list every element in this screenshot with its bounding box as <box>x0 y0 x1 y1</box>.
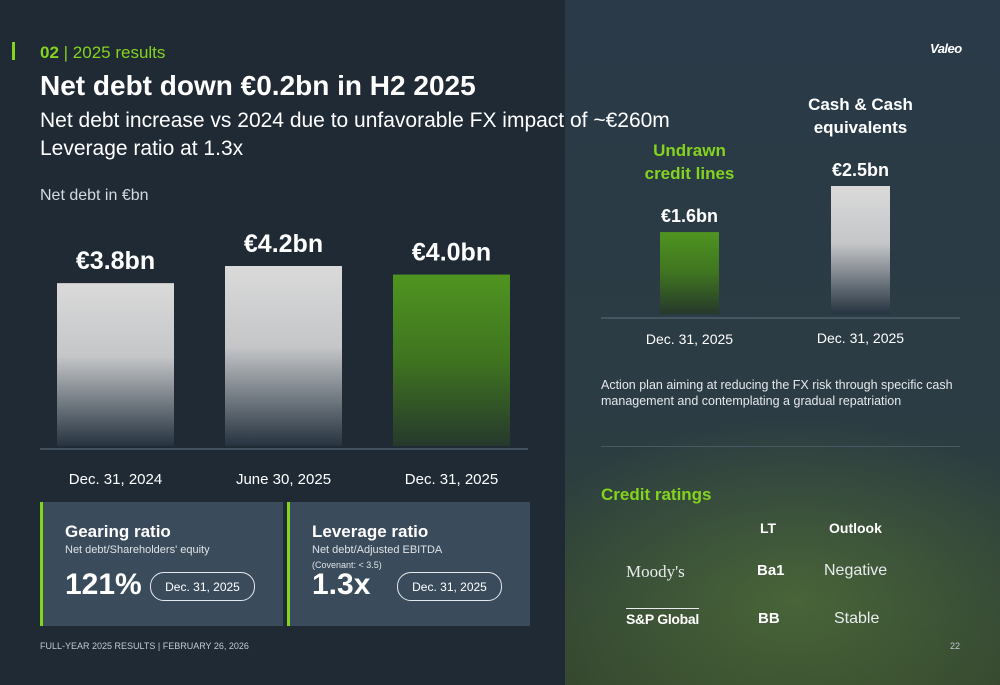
divider <box>601 446 960 447</box>
liquidity-bar <box>831 186 890 314</box>
subtitle-line-1: Net debt increase vs 2024 due to unfavor… <box>40 109 670 132</box>
right-panel <box>565 0 1000 685</box>
liquidity-series-label: credit lines <box>645 164 735 183</box>
leverage-date-pill: Dec. 31, 2025 <box>397 572 502 601</box>
net-debt-value-label: €4.2bn <box>244 230 323 258</box>
gearing-title: Gearing ratio <box>65 522 171 541</box>
footer-text: FULL-YEAR 2025 RESULTS | FEBRUARY 26, 20… <box>40 641 249 651</box>
valeo-logo: Valeo <box>930 41 962 56</box>
liquidity-series-label: Cash & Cash <box>808 95 913 114</box>
net-debt-bar <box>57 283 174 446</box>
col-header-outlook: Outlook <box>829 520 882 536</box>
fx-action-note: Action plan aiming at reducing the FX ri… <box>601 378 953 408</box>
leverage-ratio-card: Leverage ratio Net debt/Adjusted EBITDA … <box>287 502 530 626</box>
net-debt-category-label: Dec. 31, 2024 <box>69 471 162 488</box>
accent-bar <box>12 42 15 60</box>
liquidity-bar <box>660 232 719 314</box>
moodys-lt-rating: Ba1 <box>757 562 785 579</box>
gearing-value: 121% <box>65 568 142 601</box>
page-number: 22 <box>950 641 961 651</box>
net-debt-value-label: €3.8bn <box>76 247 155 275</box>
net-debt-value-label: €4.0bn <box>412 239 491 267</box>
gearing-ratio-card: Gearing ratio Net debt/Shareholders' equ… <box>40 502 283 626</box>
credit-ratings-title: Credit ratings <box>601 485 712 504</box>
liquidity-series-label: equivalents <box>814 118 908 137</box>
net-debt-chart: €3.8bn Dec. 31, 2024 €4.2bn June 30, 2025 €4… <box>40 230 528 488</box>
leverage-title: Leverage ratio <box>312 522 429 541</box>
moodys-logo: Moody's <box>626 562 685 581</box>
section-text: | 2025 results <box>58 43 166 62</box>
section-label: 02 | 2025 results <box>40 43 165 63</box>
leverage-covenant: (Covenant: < 3.5) <box>312 560 382 570</box>
net-debt-bar <box>225 266 342 446</box>
subtitle-line-2: Leverage ratio at 1.3x <box>40 137 244 160</box>
slide-title: Net debt down €0.2bn in H2 2025 <box>40 70 476 101</box>
chart-title: Net debt in €bn <box>40 187 149 204</box>
liquidity-value-label: €2.5bn <box>832 160 889 180</box>
leverage-value: 1.3x <box>312 568 371 601</box>
sp-global-logo: S&P Global <box>626 608 699 627</box>
liquidity-category-label: Dec. 31, 2025 <box>817 330 904 346</box>
liquidity-chart: €1.6bn Undrawn credit lines Dec. 31, 2025 €2… <box>601 95 960 347</box>
col-header-lt: LT <box>760 520 777 536</box>
moodys-outlook: Negative <box>824 562 888 579</box>
net-debt-bar <box>393 274 510 446</box>
gearing-date-pill: Dec. 31, 2025 <box>150 572 255 601</box>
leverage-subtitle: Net debt/Adjusted EBITDA <box>312 544 443 556</box>
gearing-subtitle: Net debt/Shareholders' equity <box>65 544 210 556</box>
slide-subtitle: Net debt increase vs 2024 due to unfavor… <box>40 107 670 163</box>
liquidity-value-label: €1.6bn <box>661 206 718 226</box>
liquidity-category-label: Dec. 31, 2025 <box>646 331 733 347</box>
liquidity-series-label: Undrawn <box>653 141 726 160</box>
section-number: 02 <box>40 43 59 62</box>
sp-outlook: Stable <box>834 610 880 627</box>
net-debt-category-label: Dec. 31, 2025 <box>405 471 498 488</box>
sp-lt-rating: BB <box>758 610 780 627</box>
net-debt-category-label: June 30, 2025 <box>236 471 331 488</box>
